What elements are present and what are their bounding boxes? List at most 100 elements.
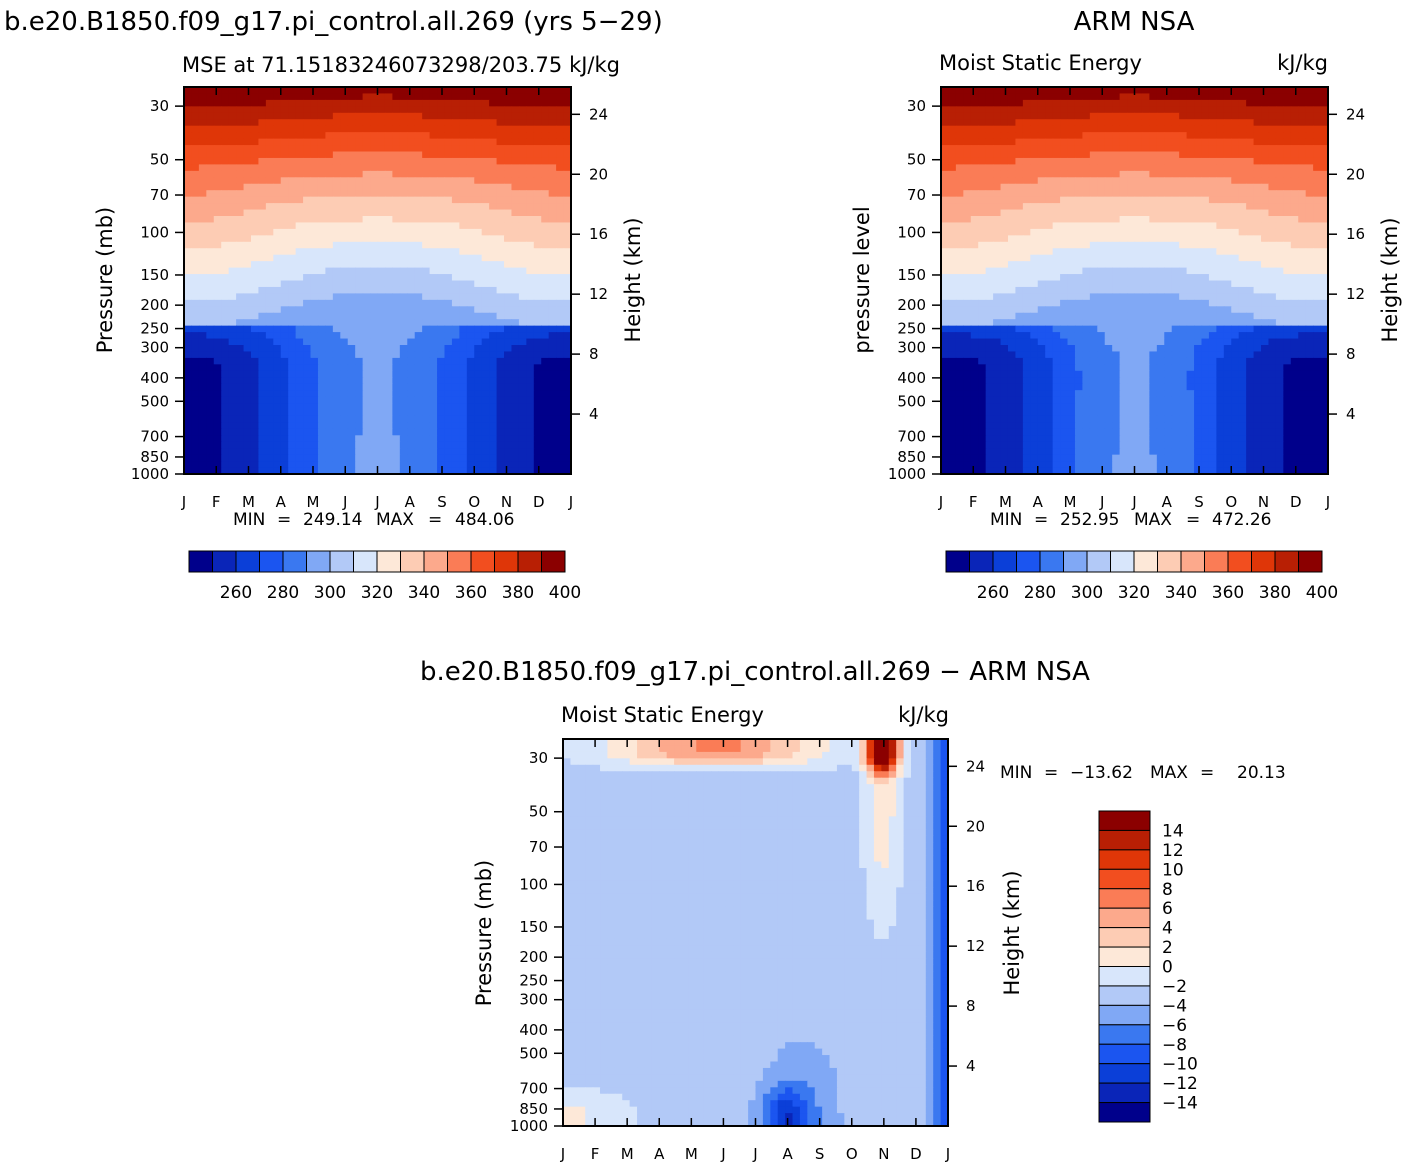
contour-cell	[1007, 209, 1017, 217]
contour-cell	[355, 396, 364, 404]
contour-cell	[384, 209, 393, 217]
contour-cell	[213, 441, 222, 449]
contour-cell	[1134, 267, 1143, 275]
contour-cell	[511, 345, 520, 353]
contour-cell	[1290, 138, 1299, 146]
contour-cell	[1030, 112, 1039, 120]
contour-cell	[1201, 112, 1210, 120]
contour-cell	[496, 357, 505, 365]
contour-cell	[1119, 170, 1128, 178]
contour-cell	[1268, 190, 1277, 198]
contour-cell	[310, 448, 319, 456]
contour-cell	[1060, 203, 1069, 211]
contour-cell	[1045, 216, 1054, 224]
y-tick-label: 300	[140, 339, 169, 357]
contour-cell	[541, 428, 550, 436]
contour-cell	[1022, 132, 1031, 140]
contour-cell	[1119, 299, 1128, 307]
contour-cell	[399, 383, 408, 391]
contour-cell	[1007, 164, 1017, 172]
contour-cell	[258, 190, 267, 198]
contour-cell	[362, 409, 371, 417]
contour-cell	[437, 415, 446, 423]
contour-cell	[1305, 267, 1314, 275]
contour-cell	[1216, 138, 1225, 146]
contour-cell	[1141, 286, 1150, 294]
contour-cell	[295, 396, 304, 404]
contour-cell	[1290, 261, 1299, 269]
contour-cell	[1134, 222, 1143, 230]
contour-cell	[1246, 235, 1255, 243]
contour-cell	[250, 267, 260, 275]
contour-cell	[1149, 274, 1158, 282]
contour-cell	[295, 357, 304, 365]
contour-cell	[548, 183, 557, 191]
contour-cell	[1149, 293, 1158, 301]
contour-cell	[303, 125, 312, 133]
contour-cell	[258, 261, 267, 269]
contour-cell	[459, 383, 468, 391]
contour-cell	[317, 190, 327, 198]
contour-cell	[1156, 112, 1165, 120]
contour-cell	[347, 164, 356, 172]
contour-cell	[496, 338, 505, 346]
contour-cell	[1060, 280, 1069, 288]
contour-cell	[1253, 145, 1262, 153]
contour-cell	[1290, 157, 1299, 165]
contour-cell	[1261, 125, 1270, 133]
contour-cell	[1298, 222, 1307, 230]
contour-cell	[1320, 293, 1329, 301]
contour-cell	[993, 145, 1002, 153]
contour-cell	[191, 461, 200, 469]
contour-cell	[1149, 93, 1158, 101]
contour-cell	[384, 293, 393, 301]
contour-cell	[362, 461, 371, 469]
contour-cell	[511, 467, 520, 475]
contour-cell	[1238, 241, 1247, 249]
contour-cell	[504, 467, 513, 475]
contour-cell	[1082, 254, 1091, 262]
contour-cell	[941, 87, 950, 95]
contour-cell	[526, 332, 535, 340]
contour-cell	[1208, 196, 1217, 204]
obs-min-label: MIN	[990, 510, 1022, 530]
contour-cell	[1112, 280, 1121, 288]
contour-cell	[1067, 286, 1076, 294]
contour-cell	[481, 377, 490, 385]
contour-cell	[504, 164, 513, 172]
contour-cell	[563, 87, 572, 95]
contour-cell	[377, 203, 386, 211]
contour-cell	[1134, 241, 1143, 249]
contour-cell	[198, 441, 207, 449]
contour-cell	[250, 415, 260, 423]
contour-cell	[451, 428, 460, 436]
contour-cell	[526, 345, 535, 353]
contour-cell	[504, 93, 513, 101]
contour-cell	[377, 261, 386, 269]
contour-cell	[332, 435, 341, 443]
contour-cell	[1127, 254, 1136, 262]
contour-cell	[496, 157, 505, 165]
contour-cell	[1305, 286, 1314, 294]
contour-cell	[347, 422, 356, 430]
contour-cell	[213, 106, 222, 114]
contour-cell	[526, 261, 535, 269]
contour-cell	[288, 383, 297, 391]
contour-cell	[221, 87, 230, 95]
contour-cell	[1171, 138, 1180, 146]
contour-cell	[1171, 99, 1180, 107]
contour-cell	[489, 119, 498, 127]
contour-cell	[459, 164, 468, 172]
contour-cell	[422, 319, 431, 327]
contour-cell	[1305, 248, 1314, 256]
contour-cell	[325, 125, 334, 133]
contour-cell	[399, 125, 408, 133]
contour-cell	[280, 448, 289, 456]
contour-cell	[332, 299, 341, 307]
contour-cell	[414, 157, 423, 165]
contour-cell	[384, 454, 393, 462]
contour-cell	[1201, 125, 1210, 133]
contour-cell	[1104, 222, 1113, 230]
contour-cell	[317, 357, 327, 365]
contour-cell	[1097, 216, 1106, 224]
